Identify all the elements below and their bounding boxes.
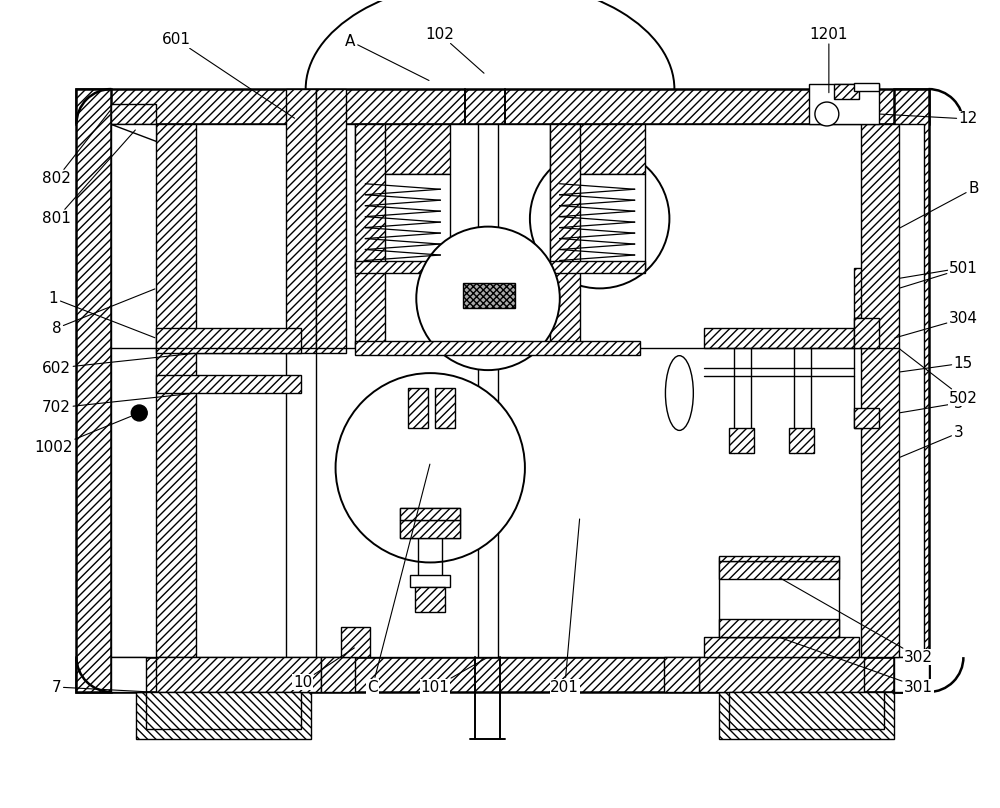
Text: A: A xyxy=(345,34,429,81)
Bar xyxy=(355,341,640,356)
Bar xyxy=(156,328,301,353)
Bar xyxy=(111,657,146,692)
Text: 501: 501 xyxy=(900,261,978,288)
Bar xyxy=(341,627,370,657)
Bar xyxy=(408,388,428,428)
Text: B: B xyxy=(900,181,979,228)
Circle shape xyxy=(416,226,560,370)
Text: 12: 12 xyxy=(880,112,978,127)
Bar xyxy=(719,557,839,562)
Bar xyxy=(76,89,111,692)
Bar xyxy=(136,692,311,739)
Bar xyxy=(415,587,445,612)
Bar xyxy=(355,124,385,348)
Bar xyxy=(400,507,460,537)
Text: 1002: 1002 xyxy=(34,414,138,456)
Bar xyxy=(355,124,450,174)
Polygon shape xyxy=(111,124,156,141)
Text: 302: 302 xyxy=(780,578,933,665)
Bar xyxy=(550,124,645,174)
Bar xyxy=(355,174,450,268)
Text: 7: 7 xyxy=(52,680,150,695)
Bar xyxy=(463,284,515,309)
Bar xyxy=(719,619,839,638)
Bar xyxy=(699,657,864,692)
Bar xyxy=(316,89,346,353)
Text: 8: 8 xyxy=(52,289,155,336)
Bar xyxy=(400,520,460,537)
Text: 801: 801 xyxy=(42,130,135,226)
Text: 602: 602 xyxy=(42,353,195,376)
Bar xyxy=(809,84,879,124)
Bar xyxy=(854,408,879,428)
Text: 10: 10 xyxy=(293,648,354,689)
Text: 502: 502 xyxy=(900,349,978,406)
Circle shape xyxy=(131,405,147,421)
Circle shape xyxy=(336,373,525,562)
Text: 6: 6 xyxy=(900,261,963,278)
Bar xyxy=(894,657,929,692)
Bar xyxy=(719,562,839,579)
Text: 101: 101 xyxy=(421,658,487,695)
Bar xyxy=(729,692,884,729)
Circle shape xyxy=(815,102,839,126)
Bar xyxy=(321,657,355,692)
Bar xyxy=(111,104,156,124)
Bar xyxy=(550,174,645,268)
Circle shape xyxy=(530,149,669,288)
Bar xyxy=(834,84,859,99)
Bar xyxy=(664,657,699,692)
Text: 15: 15 xyxy=(900,356,973,372)
Bar xyxy=(729,428,754,452)
Bar xyxy=(286,89,316,353)
Text: 702: 702 xyxy=(42,393,195,415)
Bar xyxy=(550,262,645,273)
Bar xyxy=(861,124,899,657)
Bar xyxy=(719,558,839,638)
Bar xyxy=(854,318,879,428)
Bar xyxy=(400,507,460,520)
Bar xyxy=(355,262,450,273)
Bar xyxy=(410,575,450,587)
Text: 3: 3 xyxy=(900,425,963,457)
Text: 102: 102 xyxy=(426,27,484,74)
Text: 601: 601 xyxy=(162,32,295,118)
Bar xyxy=(704,638,859,657)
Bar xyxy=(156,124,196,657)
Bar xyxy=(854,318,879,348)
Text: 1201: 1201 xyxy=(810,27,848,93)
Text: 5: 5 xyxy=(900,395,963,413)
Bar xyxy=(111,124,924,657)
Text: 1: 1 xyxy=(49,291,155,338)
Ellipse shape xyxy=(665,356,693,431)
Bar xyxy=(719,692,894,739)
Text: C: C xyxy=(367,464,430,695)
Bar xyxy=(789,428,814,452)
Bar xyxy=(146,692,301,729)
Bar xyxy=(550,124,580,348)
Text: 304: 304 xyxy=(895,311,978,338)
Bar xyxy=(435,388,455,428)
Text: 802: 802 xyxy=(42,110,110,187)
Bar xyxy=(854,268,879,318)
Bar xyxy=(704,328,859,348)
Bar xyxy=(156,657,321,692)
Text: 201: 201 xyxy=(550,519,580,695)
Bar xyxy=(854,83,879,91)
Bar xyxy=(76,89,929,124)
Bar xyxy=(76,657,929,692)
Bar xyxy=(704,348,859,638)
Bar xyxy=(156,375,301,393)
Text: 301: 301 xyxy=(780,638,933,695)
Bar xyxy=(894,89,929,692)
